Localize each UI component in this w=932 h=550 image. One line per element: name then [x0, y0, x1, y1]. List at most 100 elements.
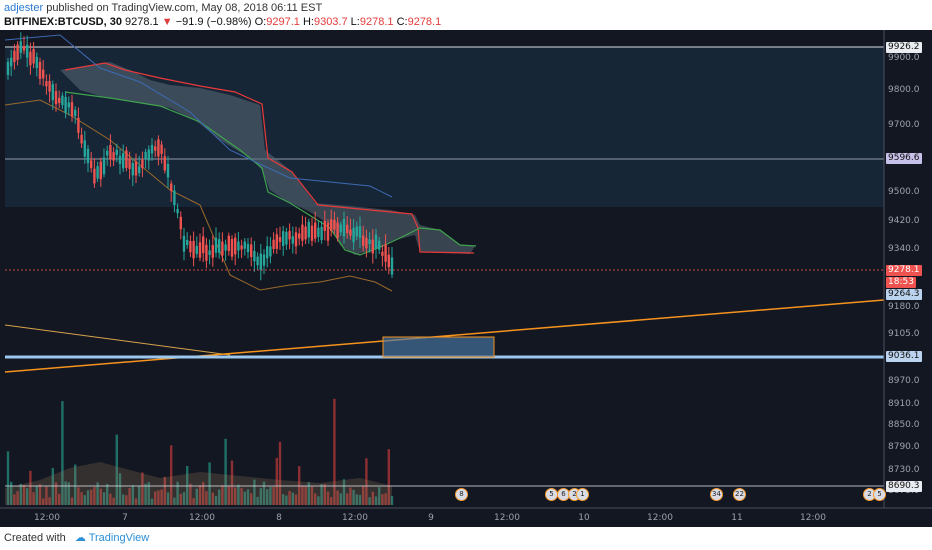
candle[interactable]: [64, 97, 67, 113]
candle[interactable]: [186, 239, 189, 246]
candle[interactable]: [390, 257, 394, 275]
candle[interactable]: [227, 235, 230, 251]
candle[interactable]: [141, 159, 144, 169]
candle[interactable]: [384, 244, 387, 262]
candle[interactable]: [349, 229, 352, 236]
candle[interactable]: [250, 244, 253, 257]
candle[interactable]: [77, 117, 80, 133]
candle[interactable]: [381, 251, 384, 256]
candle[interactable]: [125, 150, 128, 168]
candle[interactable]: [371, 239, 374, 254]
candle[interactable]: [189, 241, 192, 253]
candle[interactable]: [362, 235, 365, 246]
candle[interactable]: [122, 153, 125, 169]
candle[interactable]: [243, 241, 246, 249]
candle[interactable]: [173, 190, 176, 206]
candle[interactable]: [358, 226, 362, 238]
candle[interactable]: [106, 150, 109, 156]
candle[interactable]: [160, 144, 163, 154]
event-marker-8[interactable]: 8: [455, 488, 468, 501]
candle[interactable]: [179, 216, 182, 230]
candle[interactable]: [278, 237, 282, 242]
candle[interactable]: [307, 221, 310, 238]
candle[interactable]: [99, 161, 102, 180]
candle[interactable]: [269, 246, 272, 257]
event-marker-5[interactable]: 5: [545, 488, 558, 501]
event-marker-6[interactable]: 6: [557, 488, 570, 501]
candle[interactable]: [112, 152, 115, 161]
candle[interactable]: [304, 226, 307, 240]
candle[interactable]: [54, 91, 58, 105]
event-marker-34[interactable]: 34: [710, 488, 723, 501]
candle[interactable]: [211, 245, 214, 258]
candle[interactable]: [285, 231, 288, 245]
candle[interactable]: [240, 245, 243, 250]
candle[interactable]: [259, 253, 262, 270]
candle[interactable]: [272, 239, 275, 249]
candle[interactable]: [96, 166, 99, 179]
candle[interactable]: [221, 241, 224, 256]
candle[interactable]: [115, 149, 118, 156]
candle[interactable]: [109, 144, 112, 160]
candle[interactable]: [387, 254, 390, 268]
candle[interactable]: [346, 224, 349, 234]
candle[interactable]: [208, 250, 211, 255]
candlestick-series[interactable]: [6, 32, 394, 281]
candle[interactable]: [330, 219, 333, 231]
candle[interactable]: [10, 57, 13, 67]
candle[interactable]: [157, 139, 160, 157]
candle[interactable]: [16, 44, 19, 60]
candle[interactable]: [48, 80, 51, 92]
candle[interactable]: [365, 237, 368, 249]
candle[interactable]: [256, 256, 259, 266]
candle[interactable]: [266, 246, 269, 259]
candle[interactable]: [45, 81, 48, 87]
candle[interactable]: [374, 234, 378, 249]
candle[interactable]: [234, 237, 237, 255]
candle[interactable]: [378, 240, 381, 250]
trend-line-ascending[interactable]: [4, 299, 885, 373]
candle[interactable]: [205, 244, 208, 261]
candle[interactable]: [29, 51, 32, 66]
candle[interactable]: [58, 97, 61, 103]
candle[interactable]: [128, 158, 131, 170]
candle[interactable]: [176, 208, 179, 214]
candle[interactable]: [298, 233, 301, 239]
candle[interactable]: [275, 234, 278, 249]
candle[interactable]: [262, 254, 266, 266]
candle[interactable]: [166, 163, 170, 178]
chart-canvas[interactable]: [0, 30, 932, 527]
candle[interactable]: [86, 148, 90, 164]
candle[interactable]: [42, 69, 45, 79]
candle[interactable]: [314, 222, 317, 239]
candle[interactable]: [282, 231, 285, 247]
candle[interactable]: [93, 168, 96, 184]
volume-series[interactable]: [5, 398, 394, 505]
candle[interactable]: [323, 220, 326, 231]
candle[interactable]: [368, 239, 371, 244]
candle[interactable]: [118, 155, 122, 164]
candle[interactable]: [182, 235, 186, 252]
candle[interactable]: [163, 156, 166, 171]
candle[interactable]: [70, 102, 74, 117]
candle[interactable]: [333, 219, 336, 230]
event-marker-1[interactable]: 1: [576, 488, 589, 501]
event-marker-5b[interactable]: 5: [873, 488, 886, 501]
candle[interactable]: [170, 183, 173, 192]
candle[interactable]: [35, 56, 38, 68]
event-marker-22[interactable]: 22: [733, 488, 746, 501]
candle[interactable]: [214, 237, 218, 253]
candle[interactable]: [218, 239, 221, 253]
candle[interactable]: [202, 236, 205, 254]
candle[interactable]: [131, 163, 134, 176]
candle[interactable]: [336, 222, 339, 238]
target-box[interactable]: [382, 336, 495, 358]
candle[interactable]: [230, 238, 234, 257]
candle[interactable]: [38, 61, 42, 79]
candle[interactable]: [32, 49, 35, 64]
candle[interactable]: [198, 242, 202, 258]
candle[interactable]: [150, 144, 154, 154]
candle[interactable]: [138, 166, 141, 174]
candle[interactable]: [154, 146, 157, 151]
candle[interactable]: [90, 160, 93, 169]
